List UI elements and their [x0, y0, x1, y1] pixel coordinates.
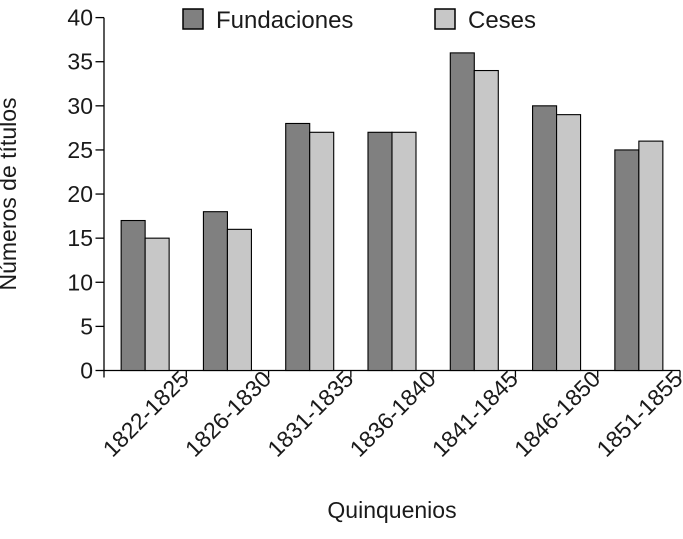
- svg-text:Quinquenios: Quinquenios: [327, 497, 456, 523]
- svg-text:Fundaciones: Fundaciones: [216, 7, 353, 34]
- svg-text:Ceses: Ceses: [468, 7, 536, 34]
- svg-text:5: 5: [80, 313, 93, 339]
- svg-text:10: 10: [67, 269, 93, 295]
- svg-text:25: 25: [67, 137, 93, 163]
- svg-text:30: 30: [67, 93, 93, 119]
- svg-text:0: 0: [80, 358, 93, 384]
- svg-text:40: 40: [67, 5, 93, 31]
- svg-text:Números de títulos: Números de títulos: [0, 97, 21, 290]
- svg-text:20: 20: [67, 181, 93, 207]
- svg-text:15: 15: [67, 225, 93, 251]
- svg-text:35: 35: [67, 49, 93, 75]
